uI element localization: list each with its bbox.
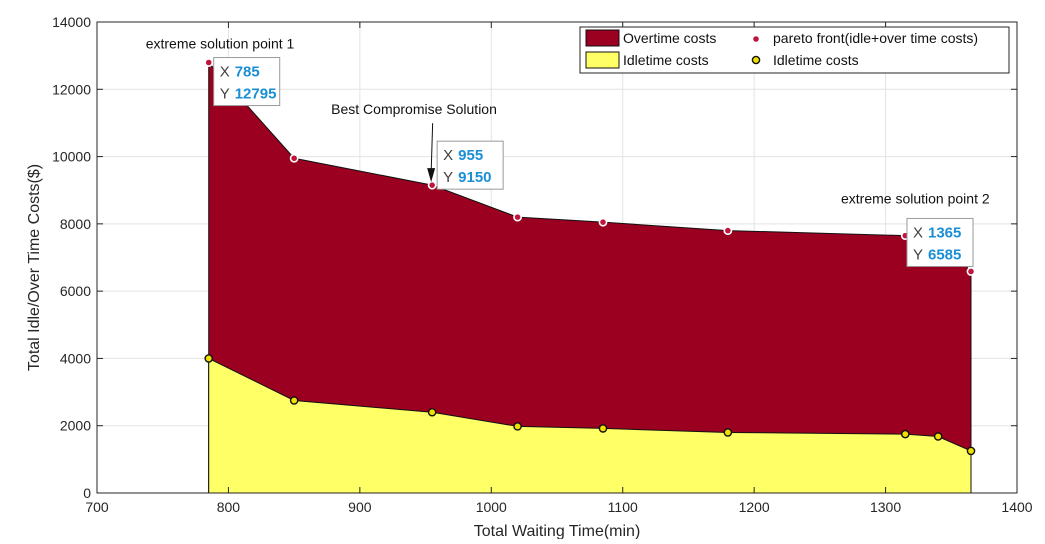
y-tick-label: 4000 bbox=[60, 350, 91, 366]
annotations: extreme solution point 1 Best Compromise … bbox=[146, 36, 990, 267]
annotation-arrow-head bbox=[427, 168, 436, 183]
idletime-costs-area bbox=[208, 357, 972, 494]
idletime-costs-point[interactable] bbox=[598, 424, 608, 433]
datatip-x-value: 955 bbox=[458, 147, 483, 164]
pareto-front-point[interactable] bbox=[513, 212, 522, 222]
idletime-costs-point[interactable] bbox=[513, 422, 522, 431]
datatip-y-label: Y bbox=[443, 169, 453, 186]
x-tick-label: 1100 bbox=[608, 499, 638, 515]
pareto-front-point[interactable] bbox=[723, 226, 733, 235]
y-tick-label: 12000 bbox=[52, 81, 91, 97]
y-tick-label: 10000 bbox=[52, 149, 91, 165]
legend-marker-idletime-points bbox=[751, 55, 761, 65]
datatip[interactable]: X 785 Y 12795 bbox=[213, 57, 281, 107]
datatip-y-label: Y bbox=[913, 246, 923, 263]
annotation-extreme-point-2: extreme solution point 2 bbox=[841, 190, 990, 206]
datatip-y-value: 12795 bbox=[235, 86, 277, 103]
overtime-costs-area bbox=[208, 61, 972, 494]
y-tick-label: 6000 bbox=[60, 283, 91, 299]
x-tick-label: 1200 bbox=[739, 499, 770, 515]
legend-label-overtime: Overtime costs bbox=[623, 30, 716, 46]
datatip-x-value: 785 bbox=[235, 64, 260, 81]
legend-marker-pareto bbox=[751, 34, 761, 44]
legend-swatch-idletime bbox=[585, 51, 620, 69]
x-tick-label: 800 bbox=[217, 499, 241, 515]
datatip[interactable]: X 1365 Y 6585 bbox=[906, 217, 974, 267]
x-tick-label: 1300 bbox=[870, 499, 901, 515]
pareto-front-point[interactable] bbox=[598, 217, 608, 227]
pareto-front-point[interactable] bbox=[966, 267, 976, 276]
area-layer bbox=[208, 61, 972, 494]
datatip-x-label: X bbox=[443, 147, 453, 164]
annotation-best-compromise: Best Compromise Solution bbox=[331, 101, 497, 117]
pareto-front-point[interactable] bbox=[204, 58, 214, 67]
datatip-y-value: 6585 bbox=[928, 246, 961, 263]
idletime-costs-point[interactable] bbox=[427, 407, 437, 417]
x-tick-label: 700 bbox=[85, 499, 109, 515]
legend-box bbox=[579, 26, 1010, 74]
datatip-y-value: 9150 bbox=[458, 169, 491, 186]
datatip-box bbox=[906, 217, 974, 267]
legend-swatch-overtime bbox=[585, 29, 620, 47]
datatip-x-label: X bbox=[220, 64, 230, 81]
x-tick-label: 900 bbox=[348, 499, 372, 515]
x-tick-label: 1000 bbox=[476, 499, 507, 515]
idletime-costs-point[interactable] bbox=[900, 429, 910, 439]
axes: 700 800 900 1000 1100 1200 1300 140002000400060… bbox=[52, 14, 1033, 515]
y-tick-label: 2000 bbox=[60, 418, 91, 434]
datatip-box bbox=[213, 57, 281, 107]
idletime-costs-point[interactable] bbox=[933, 432, 943, 441]
datatip-x-value: 1365 bbox=[928, 224, 961, 241]
idletime-costs-point[interactable] bbox=[204, 354, 214, 363]
annotation-extreme-point-1: extreme solution point 1 bbox=[146, 36, 295, 52]
y-tick-label: 14000 bbox=[52, 14, 91, 30]
idletime-costs-point[interactable] bbox=[966, 446, 976, 456]
plot-frame bbox=[96, 21, 1018, 494]
x-axis-title: Total Waiting Time(min) bbox=[474, 523, 641, 539]
annotation-arrow-line bbox=[430, 123, 434, 174]
x-tick-label: 1400 bbox=[1001, 499, 1032, 515]
pareto-front-point[interactable] bbox=[427, 180, 437, 190]
y-tick-label: 8000 bbox=[60, 216, 91, 232]
datatip-y-label: Y bbox=[220, 86, 230, 103]
legend: Overtime costs Idletime costs pareto front… bbox=[579, 26, 1010, 74]
legend-label-idletime: Idletime costs bbox=[623, 52, 709, 68]
pareto-front-point[interactable] bbox=[289, 153, 299, 163]
datatip[interactable]: X 955 Y 9150 bbox=[436, 140, 504, 190]
legend-label-idletime-points: Idletime costs bbox=[773, 52, 859, 68]
datatip-x-label: X bbox=[913, 224, 923, 241]
y-axis-title: Total Idle/Over Time Costs($) bbox=[26, 164, 43, 371]
idletime-costs-point[interactable] bbox=[289, 396, 299, 405]
datatip-box bbox=[436, 140, 504, 190]
idletime-costs-point[interactable] bbox=[723, 428, 733, 437]
legend-label-pareto: pareto front(idle+over time costs) bbox=[773, 30, 978, 46]
y-tick-label: 0 bbox=[83, 485, 91, 501]
